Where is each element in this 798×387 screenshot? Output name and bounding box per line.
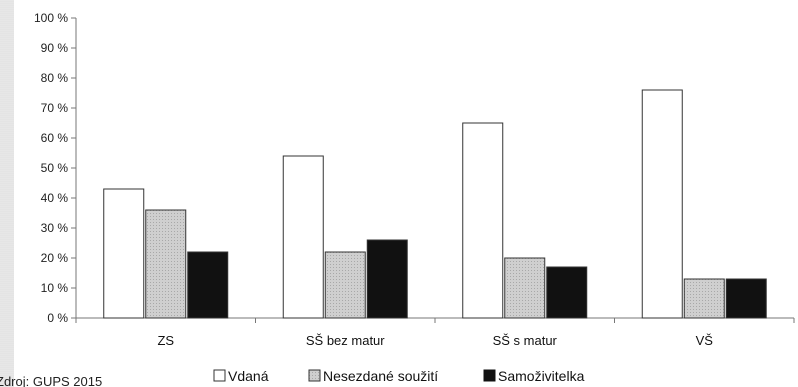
bar-samoživitelka-2: [546, 266, 588, 319]
category-label: SŠ s matur: [493, 333, 558, 348]
y-tick-label: 40 %: [41, 191, 69, 205]
legend: Vdaná Nesezdané soužití Samoživitelka: [213, 368, 585, 384]
legend-label-samozivitelka: Samoživitelka: [498, 368, 585, 384]
bar-nesezdané-soužití-2: [504, 257, 546, 319]
bar-samoživitelka-0: [187, 251, 229, 319]
category-label: VŠ: [696, 333, 714, 348]
y-tick-label: 50 %: [41, 161, 69, 175]
y-tick-label: 10 %: [41, 281, 69, 295]
bars-group: [103, 89, 767, 319]
y-tick-label: 30 %: [41, 221, 69, 235]
legend-swatch-samozivitelka: [483, 369, 496, 382]
bar-samoživitelka-1: [366, 239, 408, 319]
source-note: Zdroj: GUPS 2015: [0, 374, 102, 387]
y-tick-label: 20 %: [41, 251, 69, 265]
y-tick-label: 80 %: [41, 71, 69, 85]
y-tick-label: 90 %: [41, 41, 69, 55]
bar-vdaná-1: [282, 155, 324, 319]
scan-edge: [0, 0, 14, 387]
legend-swatch-vdana: [213, 369, 226, 382]
legend-swatch-nesezdane: [308, 369, 321, 382]
bar-nesezdané-soužití-1: [324, 251, 366, 319]
category-label: ZS: [157, 333, 174, 348]
y-tick-label: 0 %: [47, 311, 68, 325]
bar-vdaná-3: [641, 89, 683, 319]
y-tick-label: 100 %: [34, 11, 68, 25]
y-axis-ticks: 0 % 10 % 20 % 30 % 40 % 50 % 60 % 70 % 80 % 90 % 1…: [34, 11, 76, 325]
category-labels: ZS SŠ bez matur SŠ s matur VŠ: [157, 333, 713, 348]
category-label: SŠ bez matur: [306, 333, 385, 348]
bar-samoživitelka-3: [725, 278, 767, 319]
legend-label-nesezdane: Nesezdané soužití: [323, 368, 438, 384]
bar-nesezdané-soužití-0: [145, 209, 187, 319]
bar-nesezdané-soužití-3: [683, 278, 725, 319]
y-tick-label: 70 %: [41, 101, 69, 115]
bar-vdaná-0: [103, 188, 145, 319]
x-axis-ticks: [75, 318, 795, 323]
bar-vdaná-2: [462, 122, 504, 319]
legend-label-vdana: Vdaná: [228, 368, 269, 384]
y-tick-label: 60 %: [41, 131, 69, 145]
